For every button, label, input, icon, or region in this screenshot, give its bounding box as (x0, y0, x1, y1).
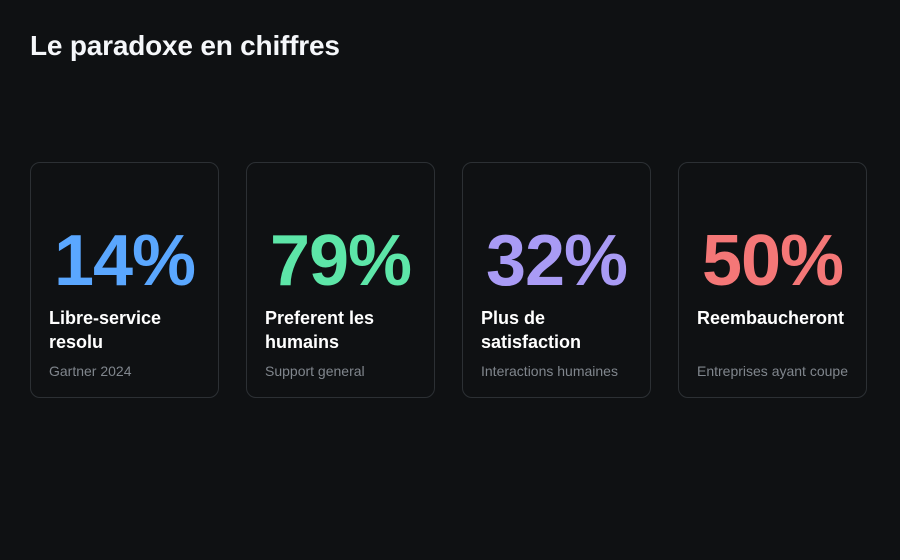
stat-card-satisfaction: 32% Plus de satisfaction Interactions hu… (462, 162, 651, 398)
stat-value: 50% (701, 221, 844, 301)
stat-value: 79% (269, 221, 412, 301)
stat-card-rehire: 50% Reembaucheront Entreprises ayant cou… (678, 162, 867, 398)
stat-label: Preferent les humains (265, 308, 375, 352)
stat-label: Libre-service resolu (49, 308, 162, 352)
stat-card-self-service: 14% Libre-service resolu Gartner 2024 (30, 162, 219, 398)
stat-source: Gartner 2024 (49, 363, 132, 379)
stat-card-human-preference: 79% Preferent les humains Support genera… (246, 162, 435, 398)
stat-label: Reembaucheront (697, 308, 845, 328)
stat-source: Entreprises ayant coupe (697, 363, 848, 379)
stat-value: 14% (53, 221, 196, 301)
stat-source: Support general (265, 363, 365, 379)
page-title: Le paradoxe en chiffres (30, 30, 340, 61)
stat-value: 32% (485, 221, 628, 301)
stat-label: Plus de satisfaction (481, 308, 582, 352)
stat-source: Interactions humaines (481, 363, 618, 379)
stat-cards: 14% Libre-service resolu Gartner 2024 79… (30, 162, 871, 398)
